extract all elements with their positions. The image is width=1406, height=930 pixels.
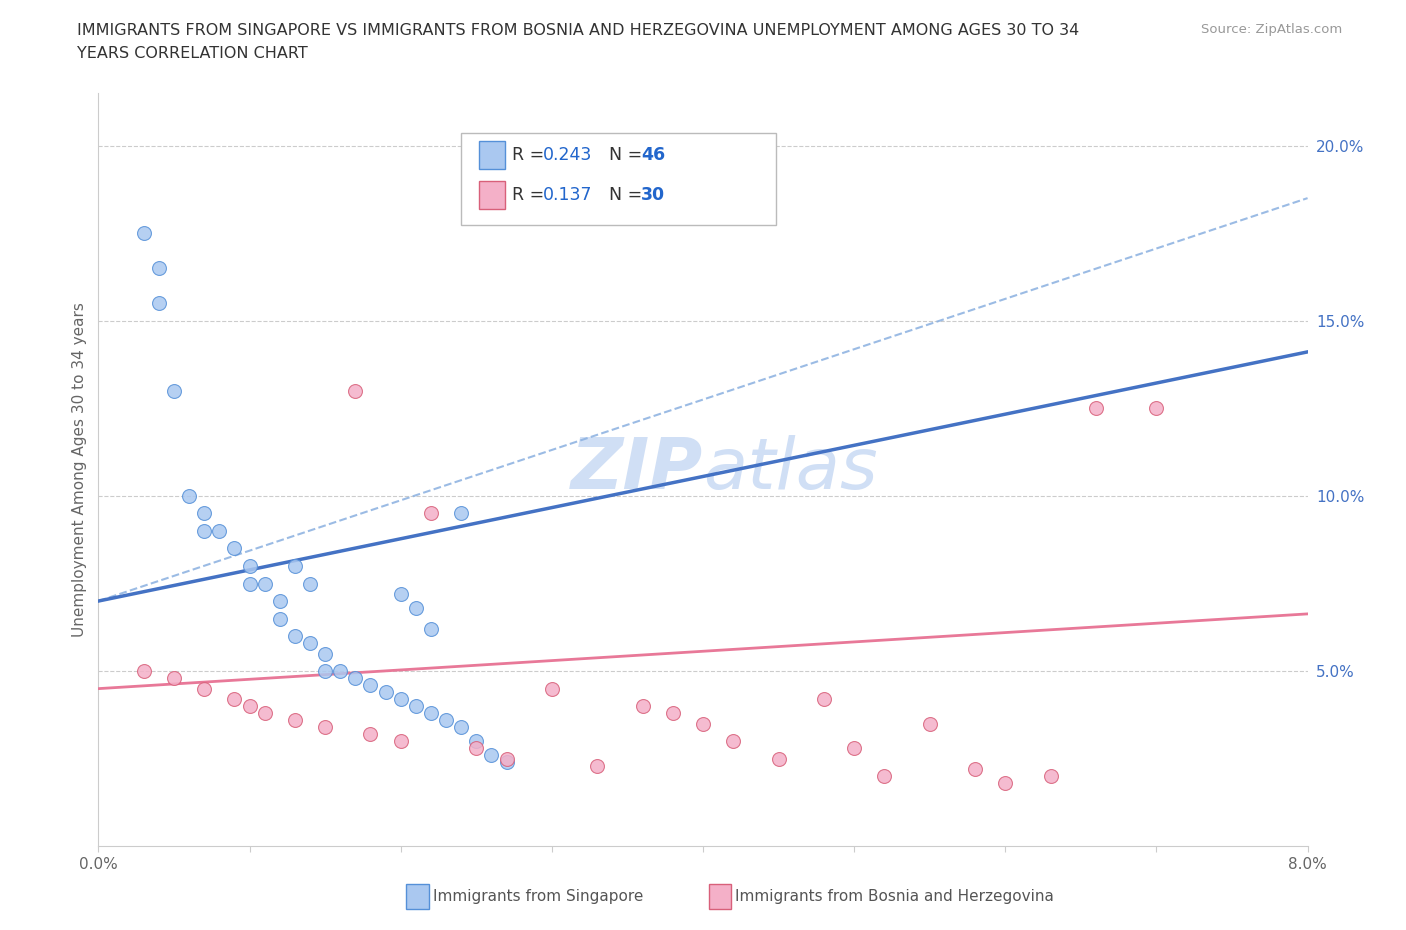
Point	[465, 741, 488, 756]
Point	[1039, 769, 1062, 784]
Point	[1146, 401, 1168, 416]
Text: Immigrants from Singapore: Immigrants from Singapore	[433, 889, 644, 904]
Point	[239, 698, 262, 713]
Text: Source: ZipAtlas.com: Source: ZipAtlas.com	[1202, 23, 1343, 36]
Point	[450, 506, 472, 521]
Point	[163, 671, 186, 685]
Point	[586, 758, 609, 773]
Point	[132, 664, 155, 679]
Point	[540, 681, 562, 696]
Point	[344, 671, 367, 685]
Y-axis label: Unemployment Among Ages 30 to 34 years: Unemployment Among Ages 30 to 34 years	[72, 302, 87, 637]
Point	[269, 611, 291, 626]
Point	[299, 576, 322, 591]
Point	[692, 716, 714, 731]
Point	[148, 260, 170, 275]
Text: 0.137: 0.137	[543, 186, 592, 205]
Point	[1085, 401, 1108, 416]
Text: Immigrants from Bosnia and Herzegovina: Immigrants from Bosnia and Herzegovina	[735, 889, 1054, 904]
Point	[360, 726, 382, 741]
Point	[374, 684, 396, 699]
Point	[314, 664, 336, 679]
Point	[329, 664, 352, 679]
Point	[405, 601, 427, 616]
Point	[224, 541, 246, 556]
Point	[284, 712, 307, 727]
Point	[344, 383, 367, 398]
Point	[239, 576, 262, 591]
Point	[768, 751, 790, 766]
Point	[253, 576, 276, 591]
Point	[631, 698, 654, 713]
Point	[179, 488, 201, 503]
Point	[193, 506, 215, 521]
Point	[224, 692, 246, 707]
Point	[193, 681, 215, 696]
Point	[193, 524, 215, 538]
Point	[389, 734, 412, 749]
Point	[314, 646, 336, 661]
Text: YEARS CORRELATION CHART: YEARS CORRELATION CHART	[77, 46, 308, 61]
Text: atlas: atlas	[703, 435, 877, 504]
Text: R =: R =	[512, 146, 550, 165]
Point	[420, 706, 443, 721]
Point	[269, 593, 291, 608]
Point	[239, 559, 262, 574]
Point	[481, 748, 503, 763]
Point	[389, 587, 412, 602]
Text: ZIP: ZIP	[571, 435, 703, 504]
Point	[253, 706, 276, 721]
Text: 0.243: 0.243	[543, 146, 592, 165]
Point	[299, 635, 322, 650]
Point	[284, 559, 307, 574]
Point	[405, 698, 427, 713]
Point	[208, 524, 231, 538]
Point	[965, 762, 987, 777]
Point	[420, 506, 443, 521]
Point	[163, 383, 186, 398]
Point	[284, 629, 307, 644]
Point	[844, 741, 866, 756]
Point	[389, 692, 412, 707]
Text: 30: 30	[641, 186, 665, 205]
Point	[873, 769, 896, 784]
Text: R =: R =	[512, 186, 550, 205]
Point	[450, 720, 472, 735]
Point	[420, 621, 443, 636]
Point	[495, 755, 517, 770]
Text: 46: 46	[641, 146, 665, 165]
Point	[723, 734, 745, 749]
Text: N =: N =	[609, 186, 648, 205]
Point	[314, 720, 336, 735]
Point	[132, 226, 155, 241]
Point	[813, 692, 835, 707]
Point	[360, 678, 382, 693]
Point	[465, 734, 488, 749]
Point	[434, 712, 457, 727]
Point	[495, 751, 517, 766]
Text: IMMIGRANTS FROM SINGAPORE VS IMMIGRANTS FROM BOSNIA AND HERZEGOVINA UNEMPLOYMENT: IMMIGRANTS FROM SINGAPORE VS IMMIGRANTS …	[77, 23, 1080, 38]
Point	[661, 706, 683, 721]
Point	[994, 776, 1017, 790]
Point	[148, 296, 170, 311]
Point	[918, 716, 941, 731]
Text: N =: N =	[609, 146, 648, 165]
